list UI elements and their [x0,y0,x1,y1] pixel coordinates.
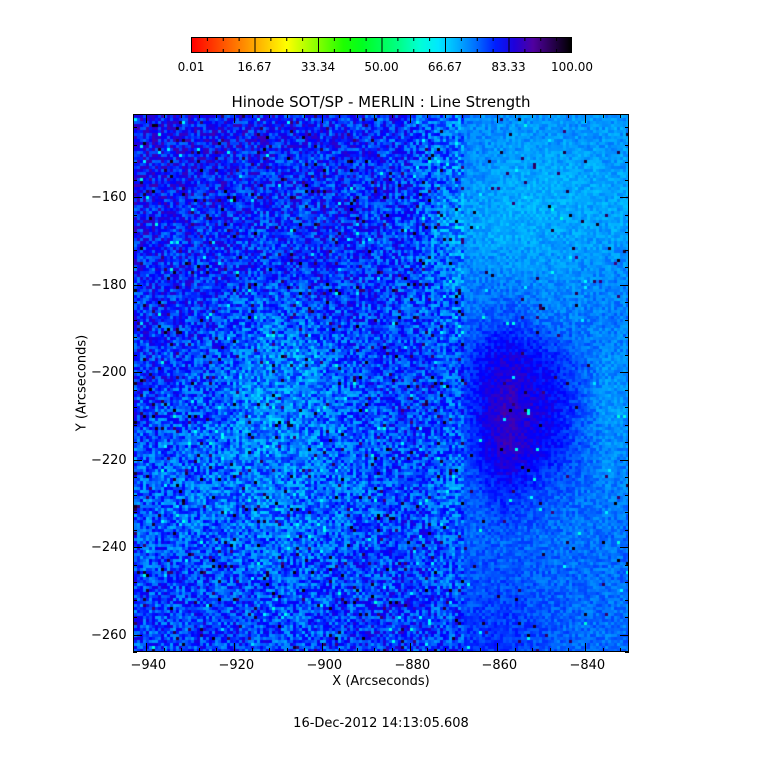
heatmap-image [134,115,628,651]
colorbar-tick-label: 50.00 [364,60,399,74]
colorbar-tick-label: 100.00 [551,60,593,74]
x-tick-label: −860 [481,658,518,673]
y-tick-label: −240 [91,539,127,555]
heatmap-plot-area [133,114,629,652]
colorbar-tick-label: 16.67 [237,60,272,74]
timestamp: 16-Dec-2012 14:13:05.608 [293,716,469,731]
colorbar-tick-label: 0.01 [177,60,205,74]
x-axis-label-text: X (Arcseconds) [332,674,430,689]
x-tick-label: −900 [306,658,343,673]
colorbar-tick-label: 66.67 [427,60,463,74]
x-tick-label: −840 [569,658,606,673]
y-tick-label: −200 [91,364,127,380]
colorbar-tick-label: 83.33 [491,60,526,74]
y-tick-label: −180 [91,277,127,293]
y-tick-label: −260 [91,627,127,643]
chart-title: Hinode SOT/SP - MERLIN : Line Strength [0,93,762,111]
chart-title-text: Hinode SOT/SP - MERLIN : Line Strength [231,93,531,111]
colorbar-tick-label: 33.34 [300,60,336,74]
x-axis-label: X (Arcseconds) [0,674,762,689]
x-tick-label: −880 [394,658,431,673]
y-tick-label: −160 [91,189,127,205]
y-axis-label: Y (Arcseconds) [74,334,90,432]
y-tick-label: −220 [91,452,127,468]
x-tick-label: −920 [218,658,255,673]
x-tick-label: −940 [130,658,167,673]
